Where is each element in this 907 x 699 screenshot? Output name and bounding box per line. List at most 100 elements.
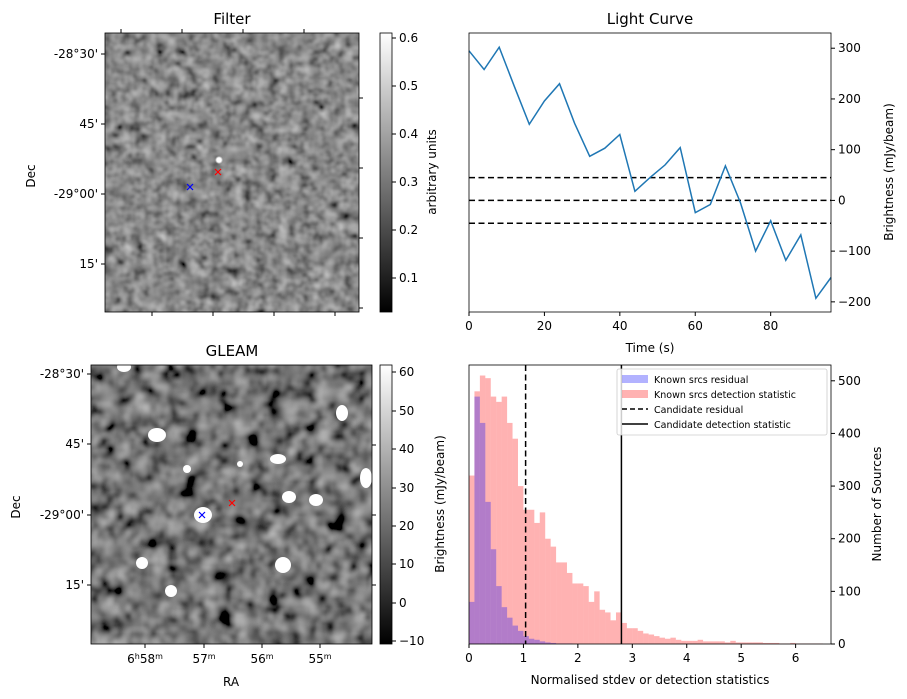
histogram-legend: Known srcs residual Known srcs detection… bbox=[616, 368, 828, 436]
residual-hist-bar bbox=[485, 501, 491, 644]
detection-hist-bar bbox=[566, 572, 573, 644]
filter-ytick-label: -28°30' bbox=[54, 47, 98, 61]
histogram-ylabel-right: Number of Sources bbox=[870, 447, 884, 562]
filter-ytick-label: -29°00' bbox=[54, 187, 98, 201]
x-tick-label: 0 bbox=[465, 651, 473, 665]
detection-hist-bar bbox=[713, 641, 720, 644]
residual-hist-bar bbox=[479, 422, 486, 644]
light-curve-chart: Light Curve 0 20 40 60 80 −200 −100 0 100 200 300… bbox=[465, 10, 896, 355]
gleam-xticks: 6h58m 57m 56m 55m bbox=[127, 644, 332, 666]
detection-hist-bar bbox=[681, 640, 687, 644]
filter-ylabel: Dec bbox=[24, 164, 38, 187]
x-tick-label: 2 bbox=[574, 651, 582, 665]
residual-hist-bar bbox=[528, 638, 535, 644]
x-tick-label: 5 bbox=[737, 651, 745, 665]
detection-hist-bar bbox=[583, 586, 589, 644]
filter-cbar-tick: 0.1 bbox=[399, 271, 418, 285]
detection-hist-bar bbox=[474, 391, 480, 644]
y-tick-label: −200 bbox=[838, 295, 871, 309]
gleam-xlabel: RA bbox=[223, 675, 240, 689]
detection-hist-bar bbox=[719, 641, 725, 644]
filter-xticks bbox=[120, 29, 363, 316]
x-tick-label: 1 bbox=[520, 651, 528, 665]
detection-hist-bar bbox=[512, 438, 518, 644]
x-tick-label: 80 bbox=[763, 319, 778, 333]
x-tick-label: 60 bbox=[688, 319, 703, 333]
detection-hist-bar bbox=[534, 522, 540, 644]
detection-hist-bar bbox=[517, 486, 524, 644]
residual-hist-bar bbox=[507, 617, 513, 644]
filter-colorbar-ticks: 0.1 0.2 0.3 0.4 0.5 0.6 bbox=[392, 31, 418, 285]
filter-image bbox=[105, 33, 359, 312]
gleam-cbar-tick: −10 bbox=[399, 634, 424, 648]
detection-hist-bar bbox=[670, 637, 676, 644]
gleam-source bbox=[282, 491, 296, 503]
legend-swatch-known-residual bbox=[622, 375, 648, 383]
gleam-cbar-tick: 10 bbox=[399, 557, 414, 571]
detection-hist-bar bbox=[490, 396, 497, 644]
detection-hist-bar bbox=[469, 475, 475, 644]
light-curve-ylabel: Brightness (mJy/beam) bbox=[882, 103, 896, 241]
gleam-sources bbox=[117, 362, 372, 597]
gleam-source bbox=[237, 461, 243, 467]
legend-frame bbox=[616, 368, 828, 436]
detection-hist-bar bbox=[762, 642, 769, 644]
detection-hist-bar bbox=[752, 642, 758, 644]
detection-hist-bar bbox=[659, 637, 665, 644]
detection-hist-bar bbox=[572, 583, 578, 644]
detection-hist-bar bbox=[632, 628, 638, 644]
y-tick-label: 400 bbox=[838, 426, 861, 440]
gleam-ytick-label: 45' bbox=[65, 437, 84, 451]
y-tick-label: 300 bbox=[838, 479, 861, 493]
residual-hist-bar bbox=[512, 625, 518, 644]
light-curve-axes-frame bbox=[468, 32, 832, 313]
residual-hist-bar bbox=[496, 586, 502, 644]
y-tick-label: −100 bbox=[838, 244, 871, 258]
detection-hist-bar bbox=[686, 640, 693, 644]
detection-hist-bar bbox=[507, 422, 513, 644]
detection-hist-bar bbox=[746, 642, 753, 644]
detection-hist-bar bbox=[539, 512, 546, 644]
gleam-ytick-label: -29°00' bbox=[40, 508, 84, 522]
detection-hist-bar bbox=[594, 591, 600, 644]
detection-hist-bar bbox=[741, 642, 747, 644]
y-tick-label: 200 bbox=[838, 532, 861, 546]
filter-blue-cross-marker bbox=[186, 183, 194, 191]
gleam-cbar-tick: 20 bbox=[399, 519, 414, 533]
x-tick-label: 4 bbox=[683, 651, 691, 665]
filter-colorbar bbox=[379, 32, 393, 313]
detection-hist-bar bbox=[675, 639, 682, 644]
filter-panel: Filter -28°30' 45' -29°00' 15' bbox=[24, 10, 439, 316]
gleam-image-frame bbox=[90, 364, 373, 645]
detection-hist-bar bbox=[790, 642, 796, 644]
filter-ytick-label: 15' bbox=[79, 257, 98, 271]
detection-hist-bar bbox=[735, 642, 742, 644]
detection-hist-bar bbox=[615, 612, 622, 644]
detection-hist-bar bbox=[605, 612, 611, 644]
gleam-source bbox=[275, 557, 291, 573]
legend-label: Candidate residual bbox=[654, 405, 743, 416]
gleam-source bbox=[148, 428, 166, 442]
detection-hist-bar bbox=[703, 641, 709, 644]
gleam-ytick-label: -28°30' bbox=[40, 367, 84, 381]
x-tick-label: 0 bbox=[465, 319, 473, 333]
gleam-colorbar bbox=[379, 364, 393, 645]
x-tick-label: 40 bbox=[612, 319, 627, 333]
gleam-source bbox=[270, 454, 286, 464]
gleam-source bbox=[309, 494, 323, 506]
detection-hist-bar bbox=[588, 601, 595, 644]
residual-hist-bar bbox=[534, 639, 540, 644]
gleam-xtick-label: 6h58m bbox=[127, 652, 163, 666]
detection-hist-bar bbox=[664, 638, 671, 644]
gleam-cbar-tick: 30 bbox=[399, 481, 414, 495]
detection-hist-bar bbox=[479, 375, 486, 644]
gleam-source bbox=[336, 405, 348, 421]
legend-label: Candidate detection statistic bbox=[654, 420, 791, 431]
filter-cbar-tick: 0.4 bbox=[399, 127, 418, 141]
detection-hist-bar bbox=[757, 642, 763, 644]
gleam-right-ticks bbox=[372, 444, 376, 586]
legend-swatch-known-detection bbox=[622, 390, 648, 398]
detection-hist-bar bbox=[501, 396, 508, 644]
histogram-axes-frame bbox=[468, 364, 832, 645]
